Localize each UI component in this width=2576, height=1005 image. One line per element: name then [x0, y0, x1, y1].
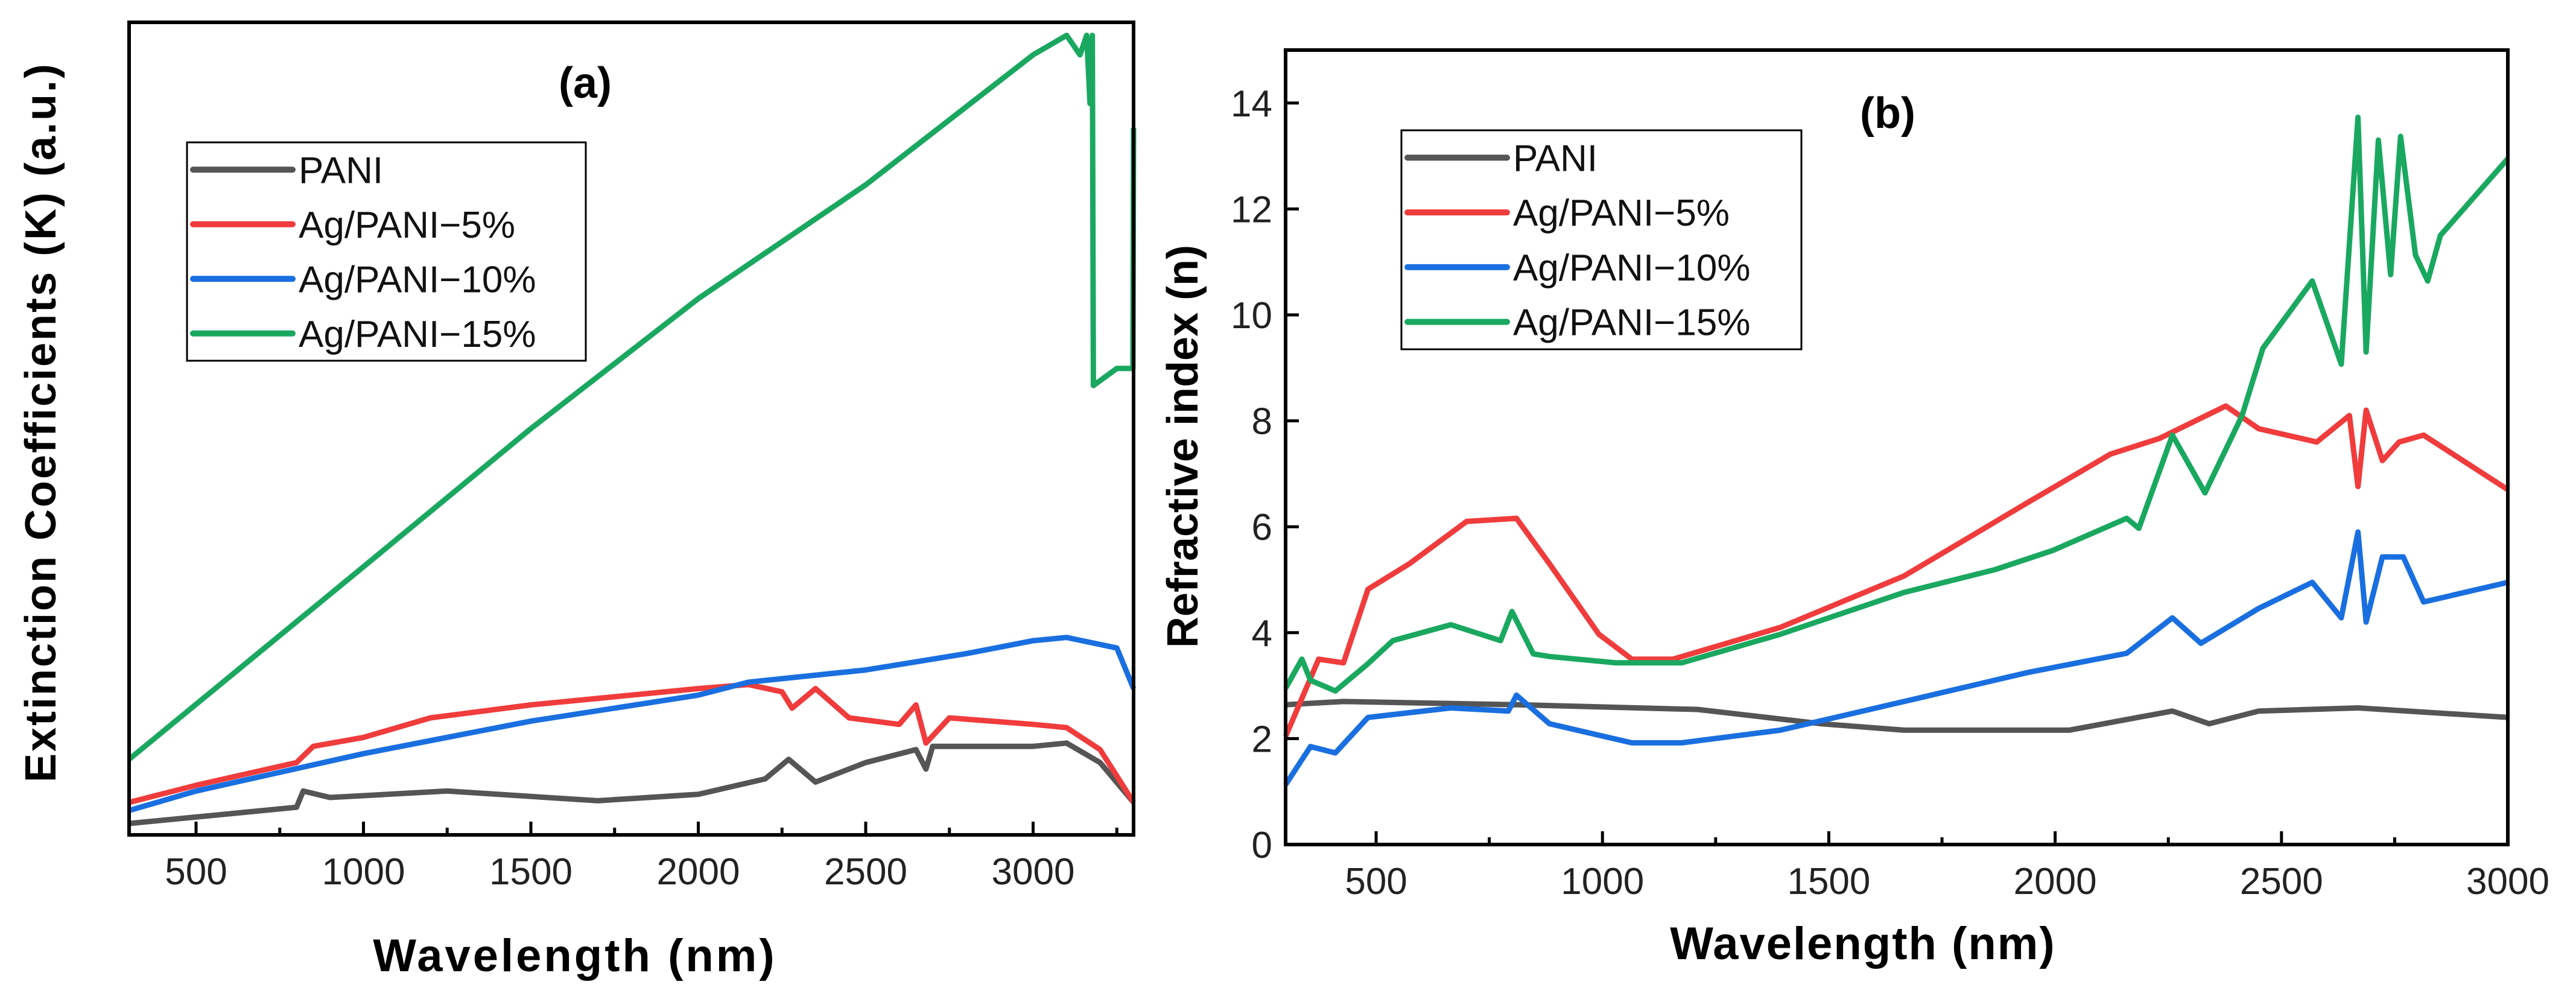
panel-a-legend-label: Ag/PANI−5% [299, 204, 515, 246]
panel-b-x-tick-label: 500 [1345, 861, 1407, 902]
panel-a-series [127, 33, 1137, 826]
panel-b-y-tick-label: 10 [1231, 295, 1272, 337]
panel-a-y-axis-label: Extinction Coefficients (K) (a.u.) [17, 62, 65, 782]
panel-a-x-tick-label: 500 [165, 851, 227, 893]
panel-b-legend-label: PANI [1513, 138, 1597, 179]
panel-b-y-tick-label: 6 [1252, 507, 1272, 548]
panel-a-legend: PANI Ag/PANI−5% Ag/PANI−10% Ag/PANI−15% [186, 141, 587, 362]
panel-b-x-tick-label: 1000 [1561, 861, 1644, 902]
panel-b-y-tick-label: 0 [1252, 825, 1272, 866]
panel-b-legend: PANI Ag/PANI−5% Ag/PANI−10% Ag/PANI−15% [1400, 129, 1803, 350]
panel-b: 500 1000 1500 2000 2500 3000 0 2 4 6 8 10 12 14 (b) W… [1159, 48, 2549, 969]
panel-a-x-tick-label: 2000 [657, 851, 740, 893]
panel-b-legend-label: Ag/PANI−5% [1513, 192, 1730, 234]
panel-b-x-axis-label: Wavelength (nm) [1670, 918, 2055, 969]
panel-a-x-tick-label: 3000 [992, 851, 1075, 893]
panel-a-legend-label: PANI [299, 150, 383, 191]
panel-b-y-tick-label: 8 [1252, 401, 1272, 443]
panel-b-series-line-3 [1283, 115, 2510, 694]
panel-b-series [1283, 115, 2510, 787]
panel-b-label: (b) [1860, 89, 1915, 138]
panel-a-legend-label: Ag/PANI−15% [299, 314, 536, 355]
panel-b-y-axis-label: Refractive index (n) [1159, 245, 1207, 648]
panel-a-x-tick-label: 1500 [489, 851, 573, 893]
panel-b-series-line-2 [1283, 529, 2509, 787]
panel-a-legend-box [186, 141, 587, 362]
panel-a-label: (a) [559, 59, 612, 107]
panel-a-series-line-0 [128, 740, 1136, 826]
panel-a-x-tick-label: 2500 [824, 851, 907, 893]
panel-b-legend-box [1400, 129, 1803, 350]
panel-a-legend-label: Ag/PANI−10% [299, 259, 536, 300]
panel-b-series-line-1 [1283, 403, 2510, 738]
panel-b-ticks: 500 1000 1500 2000 2500 3000 0 2 4 6 8 10 12 14 [1231, 83, 2549, 902]
panel-a-series-line-3 [127, 33, 1137, 762]
panel-b-x-tick-label: 2500 [2240, 861, 2323, 902]
panel-a-frame [127, 21, 1135, 837]
panel-b-y-tick-label: 2 [1252, 718, 1272, 760]
panel-b-y-tick-label: 14 [1231, 83, 1272, 125]
panel-a: 500 1000 1500 2000 2500 3000 (a) Wavelength (… [17, 21, 1137, 981]
panel-a-x-axis-label: Wavelength (nm) [373, 930, 776, 981]
panel-b-legend-label: Ag/PANI−15% [1513, 302, 1750, 344]
panel-b-series-line-0 [1285, 699, 2508, 733]
panel-b-y-tick-label: 12 [1231, 189, 1272, 230]
panel-b-x-tick-label: 1500 [1787, 861, 1870, 902]
panel-b-x-tick-label: 2000 [2014, 861, 2097, 902]
panel-a-series-line-1 [128, 682, 1136, 805]
panel-b-frame [1284, 48, 2510, 846]
panel-a-ticks: 500 1000 1500 2000 2500 3000 [165, 822, 1118, 893]
panel-a-x-tick-label: 1000 [322, 851, 405, 893]
panel-b-legend-label: Ag/PANI−10% [1513, 247, 1750, 289]
panel-b-y-tick-label: 4 [1252, 613, 1272, 655]
panel-a-series-line-2 [128, 635, 1137, 813]
panel-b-x-tick-label: 3000 [2466, 861, 2549, 902]
